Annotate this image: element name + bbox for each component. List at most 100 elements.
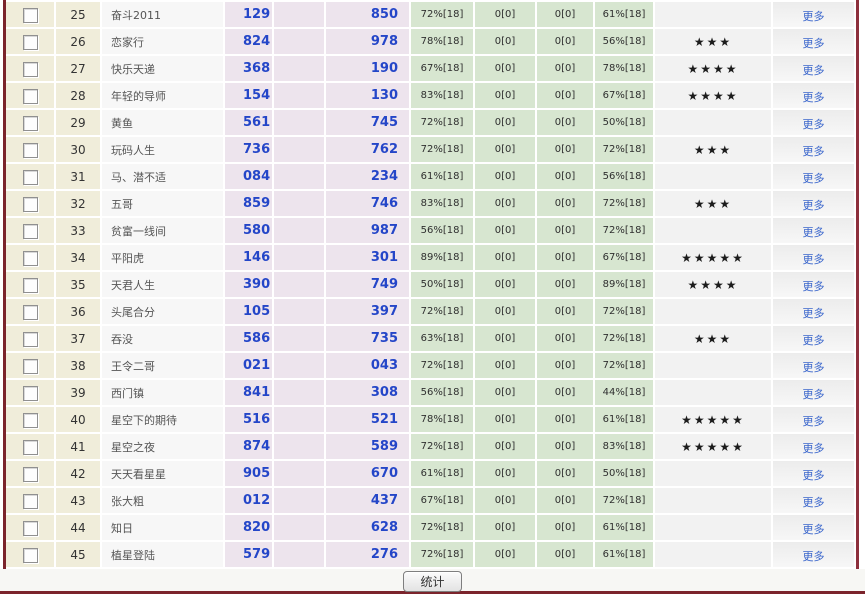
value-link-a[interactable]: 154 bbox=[225, 83, 272, 108]
more-link[interactable]: 更多 bbox=[802, 469, 825, 482]
value-link-b[interactable]: 190 bbox=[326, 56, 409, 81]
row-checkbox[interactable] bbox=[22, 494, 38, 509]
more-link[interactable]: 更多 bbox=[802, 199, 825, 212]
more-link[interactable]: 更多 bbox=[802, 388, 825, 401]
row-checkbox[interactable] bbox=[22, 89, 38, 104]
value-link-b[interactable]: 978 bbox=[326, 29, 409, 54]
table-body: 25 奋斗2011 129 850 72%[18] 0[0] 0[0] 61%[… bbox=[6, 2, 854, 567]
value-link-a[interactable]: 841 bbox=[225, 380, 272, 405]
row-index: 30 bbox=[56, 137, 100, 162]
row-checkbox[interactable] bbox=[22, 35, 38, 50]
more-link[interactable]: 更多 bbox=[802, 145, 825, 158]
value-link-a[interactable]: 012 bbox=[225, 488, 272, 513]
star-rating bbox=[655, 353, 771, 378]
value-link-a[interactable]: 905 bbox=[225, 461, 272, 486]
row-checkbox[interactable] bbox=[22, 548, 38, 563]
row-checkbox[interactable] bbox=[22, 359, 38, 374]
value-link-b[interactable]: 437 bbox=[326, 488, 409, 513]
value-link-b[interactable]: 745 bbox=[326, 110, 409, 135]
value-link-b[interactable]: 749 bbox=[326, 272, 409, 297]
rate-cell-2: 50%[18] bbox=[595, 110, 653, 135]
value-link-b[interactable]: 746 bbox=[326, 191, 409, 216]
value-link-b[interactable]: 628 bbox=[326, 515, 409, 540]
row-checkbox[interactable] bbox=[22, 62, 38, 77]
table-row: 35 天君人生 390 749 50%[18] 0[0] 0[0] 89%[18… bbox=[6, 272, 854, 297]
more-link[interactable]: 更多 bbox=[802, 253, 825, 266]
row-checkbox[interactable] bbox=[22, 467, 38, 482]
more-link[interactable]: 更多 bbox=[802, 415, 825, 428]
value-link-a[interactable]: 561 bbox=[225, 110, 272, 135]
value-link-b[interactable]: 301 bbox=[326, 245, 409, 270]
value-link-b[interactable]: 276 bbox=[326, 542, 409, 567]
zero-cell-2: 0[0] bbox=[537, 29, 593, 54]
value-link-b[interactable]: 762 bbox=[326, 137, 409, 162]
row-checkbox[interactable] bbox=[22, 197, 38, 212]
value-link-a[interactable]: 516 bbox=[225, 407, 272, 432]
value-link-a[interactable]: 586 bbox=[225, 326, 272, 351]
value-link-b[interactable]: 670 bbox=[326, 461, 409, 486]
more-link[interactable]: 更多 bbox=[802, 91, 825, 104]
more-link[interactable]: 更多 bbox=[802, 523, 825, 536]
value-link-b[interactable]: 043 bbox=[326, 353, 409, 378]
value-link-b[interactable]: 397 bbox=[326, 299, 409, 324]
value-link-a[interactable]: 084 bbox=[225, 164, 272, 189]
rate-cell-2: 89%[18] bbox=[595, 272, 653, 297]
value-link-a[interactable]: 580 bbox=[225, 218, 272, 243]
value-link-b[interactable]: 308 bbox=[326, 380, 409, 405]
more-link[interactable]: 更多 bbox=[802, 361, 825, 374]
row-checkbox[interactable] bbox=[22, 440, 38, 455]
value-link-a[interactable]: 736 bbox=[225, 137, 272, 162]
more-link[interactable]: 更多 bbox=[802, 226, 825, 239]
more-link[interactable]: 更多 bbox=[802, 307, 825, 320]
checkbox-cell bbox=[6, 110, 54, 135]
value-link-b[interactable]: 850 bbox=[326, 2, 409, 27]
row-checkbox[interactable] bbox=[22, 386, 38, 401]
value-link-a[interactable]: 874 bbox=[225, 434, 272, 459]
rate-cell-2: 61%[18] bbox=[595, 407, 653, 432]
more-link[interactable]: 更多 bbox=[802, 496, 825, 509]
row-checkbox[interactable] bbox=[22, 332, 38, 347]
item-name: 黄鱼 bbox=[102, 110, 223, 135]
value-link-a[interactable]: 105 bbox=[225, 299, 272, 324]
value-link-b[interactable]: 521 bbox=[326, 407, 409, 432]
more-link[interactable]: 更多 bbox=[802, 37, 825, 50]
more-cell: 更多 bbox=[773, 2, 854, 27]
rate-cell-1: 67%[18] bbox=[411, 488, 473, 513]
value-link-b[interactable]: 234 bbox=[326, 164, 409, 189]
row-checkbox[interactable] bbox=[22, 521, 38, 536]
value-link-b[interactable]: 589 bbox=[326, 434, 409, 459]
row-checkbox[interactable] bbox=[22, 116, 38, 131]
more-link[interactable]: 更多 bbox=[802, 10, 825, 23]
stats-button[interactable]: 统计 bbox=[403, 571, 462, 592]
more-link[interactable]: 更多 bbox=[802, 118, 825, 131]
row-checkbox[interactable] bbox=[22, 143, 38, 158]
value-link-a[interactable]: 820 bbox=[225, 515, 272, 540]
value-link-b[interactable]: 130 bbox=[326, 83, 409, 108]
value-link-a[interactable]: 390 bbox=[225, 272, 272, 297]
more-cell: 更多 bbox=[773, 83, 854, 108]
row-checkbox[interactable] bbox=[22, 278, 38, 293]
more-link[interactable]: 更多 bbox=[802, 334, 825, 347]
row-checkbox[interactable] bbox=[22, 8, 38, 23]
value-link-a[interactable]: 146 bbox=[225, 245, 272, 270]
more-cell: 更多 bbox=[773, 515, 854, 540]
row-checkbox[interactable] bbox=[22, 305, 38, 320]
value-link-b[interactable]: 735 bbox=[326, 326, 409, 351]
more-link[interactable]: 更多 bbox=[802, 280, 825, 293]
more-link[interactable]: 更多 bbox=[802, 442, 825, 455]
value-link-a[interactable]: 129 bbox=[225, 2, 272, 27]
value-link-a[interactable]: 021 bbox=[225, 353, 272, 378]
row-checkbox[interactable] bbox=[22, 224, 38, 239]
checkbox-cell bbox=[6, 326, 54, 351]
value-link-a[interactable]: 824 bbox=[225, 29, 272, 54]
value-link-b[interactable]: 987 bbox=[326, 218, 409, 243]
row-checkbox[interactable] bbox=[22, 413, 38, 428]
more-link[interactable]: 更多 bbox=[802, 64, 825, 77]
row-checkbox[interactable] bbox=[22, 251, 38, 266]
value-link-a[interactable]: 368 bbox=[225, 56, 272, 81]
row-checkbox[interactable] bbox=[22, 170, 38, 185]
value-link-a[interactable]: 859 bbox=[225, 191, 272, 216]
value-link-a[interactable]: 579 bbox=[225, 542, 272, 567]
more-link[interactable]: 更多 bbox=[802, 550, 825, 563]
more-link[interactable]: 更多 bbox=[802, 172, 825, 185]
